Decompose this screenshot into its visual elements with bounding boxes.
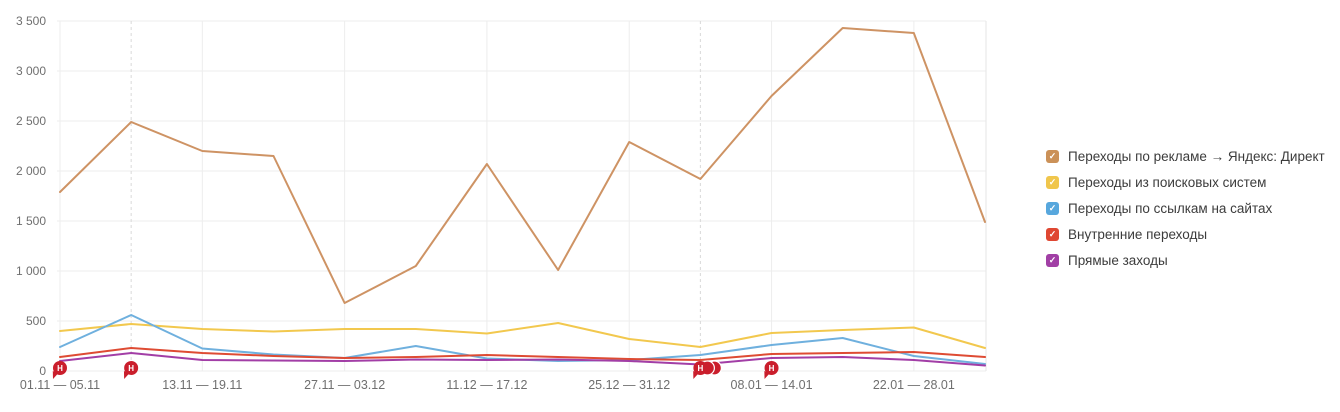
legend-item-search-engines[interactable]: ✓ Переходы из поисковых систем — [1046, 169, 1338, 195]
series-line-ad[interactable] — [59, 27, 986, 304]
traffic-line-chart[interactable]: 0 500 1 000 1 500 2 000 2 500 3 000 3 500 01.11 … — [0, 0, 1010, 407]
x-axis-tick-label: 22.01 — 28.01 — [873, 378, 955, 392]
checkbox-checked-icon[interactable]: ✓ — [1046, 201, 1059, 215]
y-axis-tick-label: 2 000 — [16, 164, 46, 178]
legend-item-label: Переходы по ссылкам на сайтах — [1068, 200, 1273, 216]
checkbox-checked-icon[interactable]: ✓ — [1046, 253, 1059, 267]
legend-item-site-links[interactable]: ✓ Переходы по ссылкам на сайтах — [1046, 195, 1338, 221]
y-axis-tick-label: 3 500 — [16, 14, 46, 28]
checkbox-checked-icon[interactable]: ✓ — [1046, 149, 1059, 163]
y-axis-tick-label: 1 500 — [16, 214, 46, 228]
legend-item-label: Переходы по рекламе → Яндекс: Директ — [1068, 148, 1325, 164]
annotation-marker[interactable]: Н — [123, 361, 139, 379]
legend-item-label: Переходы из поисковых систем — [1068, 174, 1267, 190]
annotation-marker-letter: Н — [57, 364, 63, 373]
x-axis-tick-label: 08.01 — 14.01 — [731, 378, 813, 392]
x-axis-tick-label: 13.11 — 19.11 — [162, 378, 242, 392]
annotation-marker[interactable]: Н — [52, 361, 67, 379]
annotation-marker[interactable]: Н — [693, 360, 722, 379]
x-axis-tick-label: 25.12 — 31.12 — [588, 378, 670, 392]
series-line-internal[interactable] — [59, 347, 986, 361]
y-axis-tick-label: 3 000 — [16, 64, 46, 78]
annotation-marker-letter: Н — [128, 364, 134, 373]
series-line-search[interactable] — [59, 322, 986, 349]
legend-item-ad-yandex-direct[interactable]: ✓ Переходы по рекламе → Яндекс: Директ — [1046, 143, 1338, 169]
y-axis-tick-label: 2 500 — [16, 114, 46, 128]
annotation-marker-letter: Н — [697, 364, 703, 373]
annotation-marker-letter: Н — [769, 364, 775, 373]
annotation-marker-bubble — [53, 361, 67, 375]
annotation-marker-bubble — [764, 361, 779, 375]
annotation-marker[interactable]: Н — [764, 361, 779, 379]
y-axis-tick-label: 500 — [26, 314, 46, 328]
chart-legend: ✓ Переходы по рекламе → Яндекс: Директ ✓… — [1046, 143, 1338, 273]
y-axis-tick-label: 1 000 — [16, 264, 46, 278]
checkbox-checked-icon[interactable]: ✓ — [1046, 227, 1059, 241]
legend-item-direct-visits[interactable]: ✓ Прямые заходы — [1046, 247, 1338, 273]
legend-item-label: Прямые заходы — [1068, 252, 1168, 268]
x-axis-tick-label: 01.11 — 05.11 — [20, 378, 100, 392]
legend-item-internal[interactable]: ✓ Внутренние переходы — [1046, 221, 1338, 247]
y-axis-tick-label: 0 — [39, 364, 46, 378]
x-axis-tick-label: 27.11 — 03.12 — [304, 378, 385, 392]
annotation-marker-bubble — [124, 361, 139, 375]
legend-item-label: Внутренние переходы — [1068, 226, 1208, 242]
annotation-marker-bubble — [693, 361, 708, 375]
series-line-direct[interactable] — [59, 352, 986, 367]
x-axis-tick-label: 11.12 — 17.12 — [446, 378, 527, 392]
checkbox-checked-icon[interactable]: ✓ — [1046, 175, 1059, 189]
chart-canvas[interactable]: 0 500 1 000 1 500 2 000 2 500 3 000 3 500 01.11 … — [0, 0, 1010, 407]
